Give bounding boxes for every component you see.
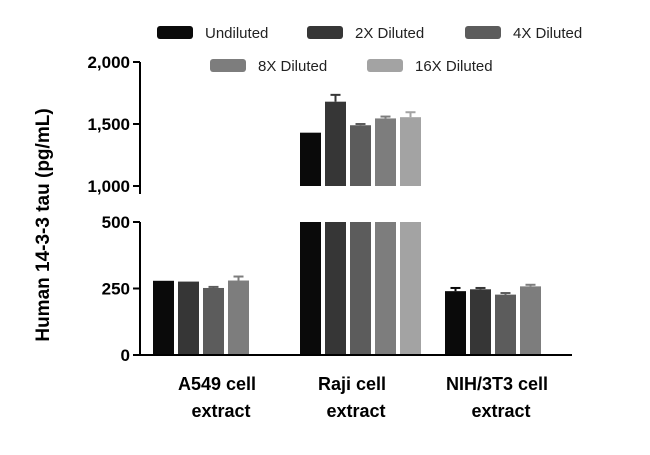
bar [520, 286, 541, 355]
bar [495, 294, 516, 355]
bar [470, 289, 491, 355]
bar [203, 287, 224, 355]
bar [400, 117, 421, 186]
y-tick-label: 500 [102, 213, 130, 232]
bar [325, 101, 346, 186]
bar-lower-segment [350, 222, 371, 355]
legend-swatch [307, 26, 343, 39]
y-tick-label: 250 [102, 280, 130, 299]
bar-lower-segment [325, 222, 346, 355]
bar-lower-segment [375, 222, 396, 355]
category-label: Raji cell [318, 374, 386, 394]
bar [375, 118, 396, 186]
category-label: extract [471, 401, 530, 421]
bar [445, 291, 466, 355]
y-tick-label: 1,500 [87, 115, 130, 134]
bar [350, 125, 371, 186]
legend-label: Undiluted [205, 25, 268, 42]
category-label: NIH/3T3 cell [446, 374, 548, 394]
legend-label: 4X Diluted [513, 25, 582, 42]
y-tick-label: 1,000 [87, 177, 130, 196]
bar [228, 280, 249, 355]
legend-swatch [465, 26, 501, 39]
y-tick-label: 2,000 [87, 53, 130, 72]
bar [300, 132, 321, 186]
bar-lower-segment [400, 222, 421, 355]
bar [153, 280, 174, 355]
category-label: extract [191, 401, 250, 421]
legend-label: 8X Diluted [258, 58, 327, 75]
category-label: extract [326, 401, 385, 421]
category-label: A549 cell [178, 374, 256, 394]
bar [178, 281, 199, 355]
y-axis-label: Human 14-3-3 tau (pg/mL) [33, 108, 54, 341]
legend-swatch [367, 59, 403, 72]
legend-label: 16X Diluted [415, 58, 493, 75]
legend-swatch [210, 59, 246, 72]
legend-swatch [157, 26, 193, 39]
y-tick-label: 0 [121, 346, 130, 365]
legend-label: 2X Diluted [355, 25, 424, 42]
bar-lower-segment [300, 222, 321, 355]
